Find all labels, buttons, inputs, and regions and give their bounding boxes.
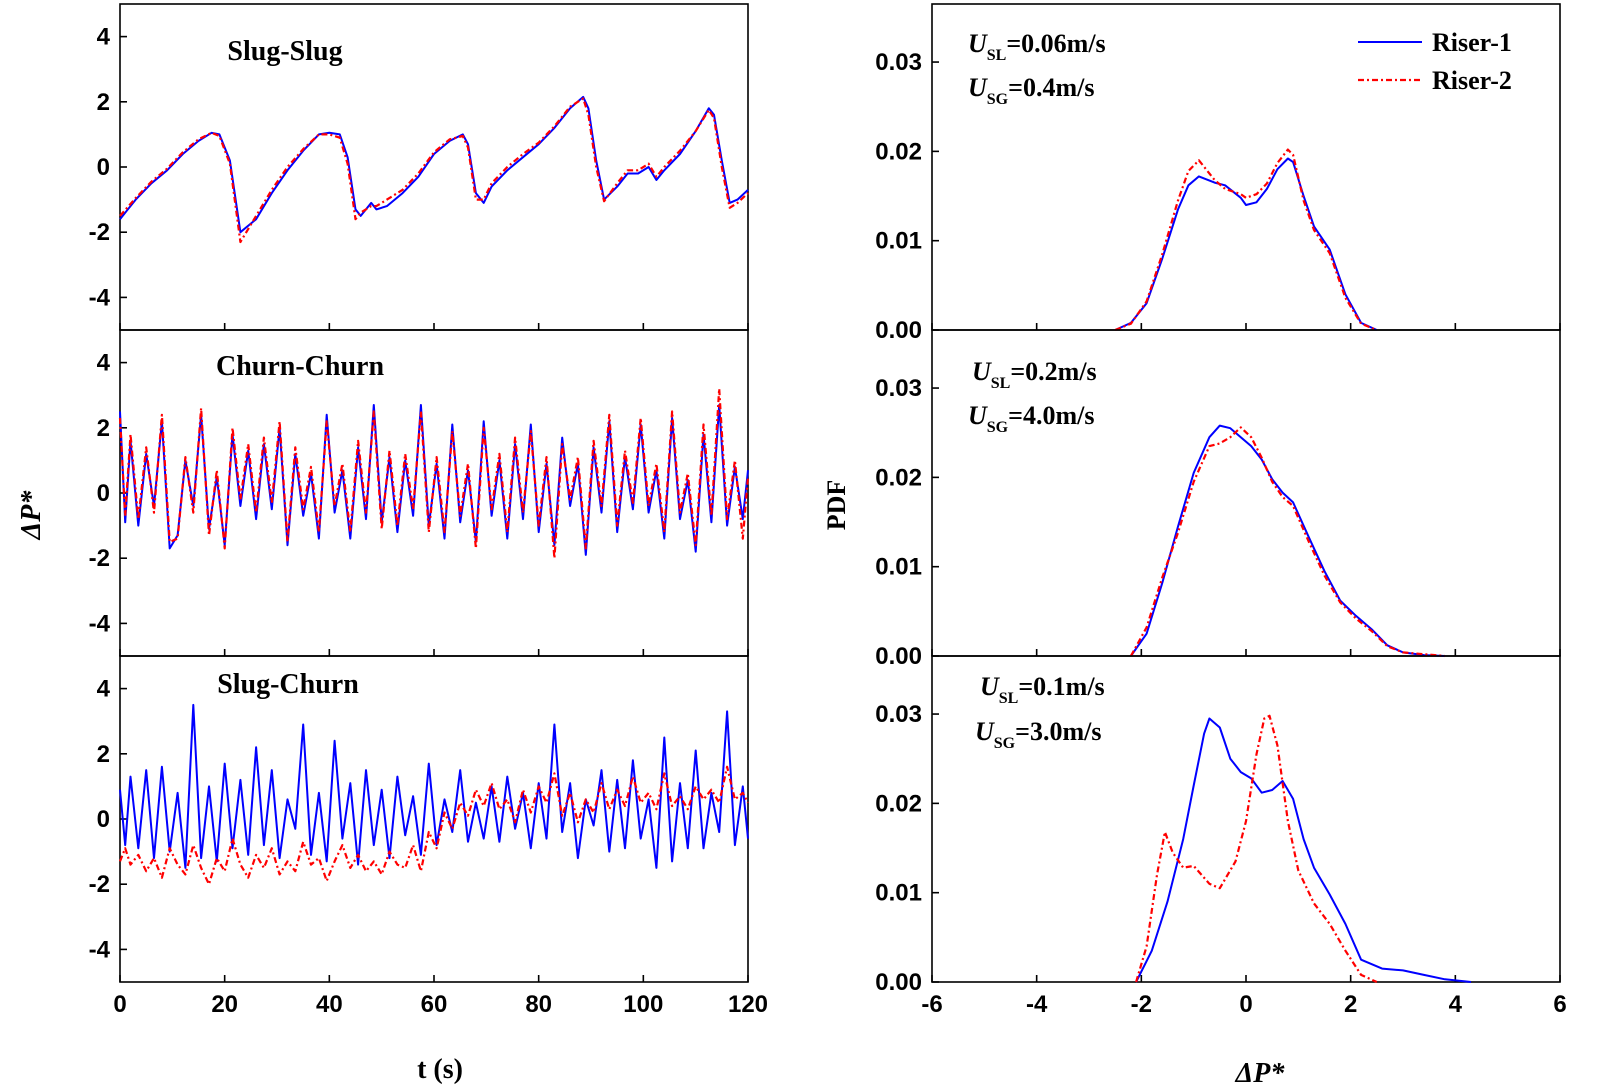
x-tick-label: 100 <box>623 991 663 1018</box>
left-ylabel: ΔP* <box>16 490 47 541</box>
x-tick-label: -2 <box>1131 991 1152 1018</box>
plot-frame <box>119 3 749 331</box>
panel-title-slug-slug: Slug-Slug <box>227 36 342 67</box>
series-line-riser-2 <box>119 97 749 244</box>
panel-right-bottom: 0.00 0.01 0.02 0.03 -6 -4 -2 0 2 4 6 <box>875 655 1567 1018</box>
legend-label-riser-2: Riser-2 <box>1432 66 1512 95</box>
y-tick-label: 0.01 <box>875 880 922 907</box>
y-tick-label: 4 <box>97 676 111 703</box>
legend-label-riser-1: Riser-1 <box>1432 28 1512 57</box>
annotation-usl-top: USL=0.06m/s <box>968 29 1106 64</box>
right-xlabel: ΔP* <box>1235 1058 1286 1088</box>
series-line-riser-2 <box>118 387 750 560</box>
series-line-riser-2 <box>118 765 749 886</box>
x-tick-label: 60 <box>421 991 448 1018</box>
left-xlabel: t (s) <box>417 1054 463 1085</box>
y-tick-label: -2 <box>89 219 110 246</box>
annotation-usl-bottom: USL=0.1m/s <box>980 672 1105 707</box>
series-line-riser-2 <box>1114 148 1378 332</box>
panel-title-slug-churn: Slug-Churn <box>217 669 359 700</box>
series-line-riser-1 <box>1130 424 1445 657</box>
y-tick-label: 4 <box>97 350 111 377</box>
annotation-usg-top: USG=0.4m/s <box>968 73 1094 108</box>
panel-title-churn-churn: Churn-Churn <box>216 351 384 382</box>
y-tick-label: 0.03 <box>875 375 922 402</box>
x-tick-label: 120 <box>728 991 768 1018</box>
y-tick-label: 0.00 <box>875 317 922 344</box>
y-tick-label: -2 <box>89 545 110 572</box>
series-line-riser-2 <box>1129 426 1445 658</box>
y-tick-label: 0.00 <box>875 643 922 670</box>
y-tick-label: 0.03 <box>875 701 922 728</box>
y-tick-label: 2 <box>97 415 110 442</box>
x-tick-label: 0 <box>113 991 126 1018</box>
y-tick-label: 2 <box>97 741 110 768</box>
annotation-usg-bottom: USG=3.0m/s <box>975 717 1101 752</box>
y-tick-label: -4 <box>89 610 111 637</box>
panel-right-top: 0.00 0.01 0.02 0.03 <box>875 3 1561 344</box>
panel-left-middle: -4 -2 0 2 4 <box>89 329 750 657</box>
series-line-riser-1 <box>1135 717 1472 983</box>
y-tick-label: 0.01 <box>875 554 922 581</box>
y-tick-label: 0.01 <box>875 228 922 255</box>
x-tick-label: 40 <box>316 991 343 1018</box>
y-tick-label: 0.03 <box>875 49 922 76</box>
y-tick-label: -4 <box>89 936 111 963</box>
x-tick-label: -4 <box>1026 991 1048 1018</box>
x-tick-label: 4 <box>1449 991 1463 1018</box>
x-tick-label: 20 <box>211 991 238 1018</box>
series-line-riser-1 <box>119 703 749 869</box>
y-tick-label: 0.02 <box>875 464 922 491</box>
series-line-riser-1 <box>1114 157 1378 331</box>
panel-left-top: -4 -2 0 2 4 <box>89 3 749 331</box>
y-tick-label: 0 <box>97 806 110 833</box>
x-tick-label: 80 <box>525 991 552 1018</box>
x-tick-label: 0 <box>1239 991 1252 1018</box>
y-tick-label: 0 <box>97 480 110 507</box>
legend: Riser-1 Riser-2 <box>1358 28 1512 95</box>
y-tick-label: 4 <box>97 24 111 51</box>
series-line-riser-1 <box>119 95 749 234</box>
x-tick-label: 2 <box>1344 991 1357 1018</box>
y-tick-label: -2 <box>89 871 110 898</box>
annotation-usg-middle: USG=4.0m/s <box>968 401 1094 436</box>
y-tick-label: 0 <box>97 154 110 181</box>
y-tick-label: -4 <box>89 284 111 311</box>
y-tick-label: 0.00 <box>875 969 922 996</box>
y-tick-label: 0.02 <box>875 790 922 817</box>
y-tick-label: 2 <box>97 89 110 116</box>
annotation-usl-middle: USL=0.2m/s <box>972 357 1097 392</box>
series-line-riser-2 <box>1135 714 1378 984</box>
right-ylabel: PDF <box>822 480 851 531</box>
x-tick-label: 6 <box>1553 991 1566 1018</box>
panel-right-middle: 0.00 0.01 0.02 0.03 <box>875 329 1561 670</box>
y-tick-label: 0.02 <box>875 138 922 165</box>
x-tick-label: -6 <box>921 991 942 1018</box>
